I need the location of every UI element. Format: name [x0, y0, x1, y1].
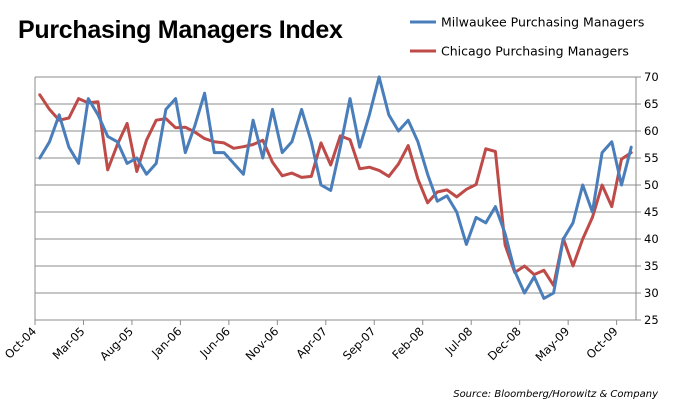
x-tick-label: Jun-06: [196, 324, 233, 361]
x-tick-label: Feb-08: [389, 324, 427, 362]
source-note: Source: Bloomberg/Horowitz & Company: [453, 389, 658, 400]
series-lines: [38, 75, 633, 300]
x-tick-label: Oct-09: [583, 324, 620, 361]
y-tick-label: 45: [644, 205, 659, 219]
series-line-milwaukee: [38, 75, 633, 300]
y-tick-label: 30: [644, 286, 659, 300]
x-axis-ticks: Oct-04 Mar-05 Aug-05 Jan-06 Jun-06 Nov-06 Apr-…: [2, 320, 621, 364]
y-tick-label: 25: [644, 313, 659, 327]
x-tick-label: Oct-04: [2, 324, 39, 361]
y-tick-label: 40: [644, 232, 659, 246]
y-tick-label: 70: [644, 70, 659, 84]
y-tick-label: 35: [644, 259, 659, 273]
legend-label-chicago: Chicago Purchasing Managers: [441, 44, 629, 59]
y-axis-ticks: 25 30 35 40 45 50 55 60 65 70: [636, 70, 659, 327]
legend: Milwaukee Purchasing Managers Chicago Pu…: [410, 15, 644, 59]
x-tick-label: Jan-06: [148, 324, 184, 360]
x-tick-label: Nov-06: [243, 324, 282, 363]
x-tick-label: Dec-08: [485, 324, 524, 363]
x-tick-label: Sep-07: [340, 324, 379, 363]
x-tick-label: Apr-07: [293, 324, 330, 361]
x-tick-label: Aug-05: [97, 324, 136, 363]
series-line-chicago: [38, 93, 633, 287]
x-tick-label: Mar-05: [50, 324, 88, 362]
axes: [34, 77, 637, 320]
chart-title: Purchasing Managers Index: [18, 16, 343, 44]
y-tick-label: 50: [644, 178, 659, 192]
x-tick-label: Jul-08: [442, 324, 476, 358]
y-tick-label: 55: [644, 151, 659, 165]
gridlines: [35, 76, 636, 321]
x-tick-label: May-09: [532, 324, 572, 364]
y-tick-label: 65: [644, 97, 659, 111]
legend-label-milwaukee: Milwaukee Purchasing Managers: [441, 15, 644, 30]
y-tick-label: 60: [644, 124, 659, 138]
